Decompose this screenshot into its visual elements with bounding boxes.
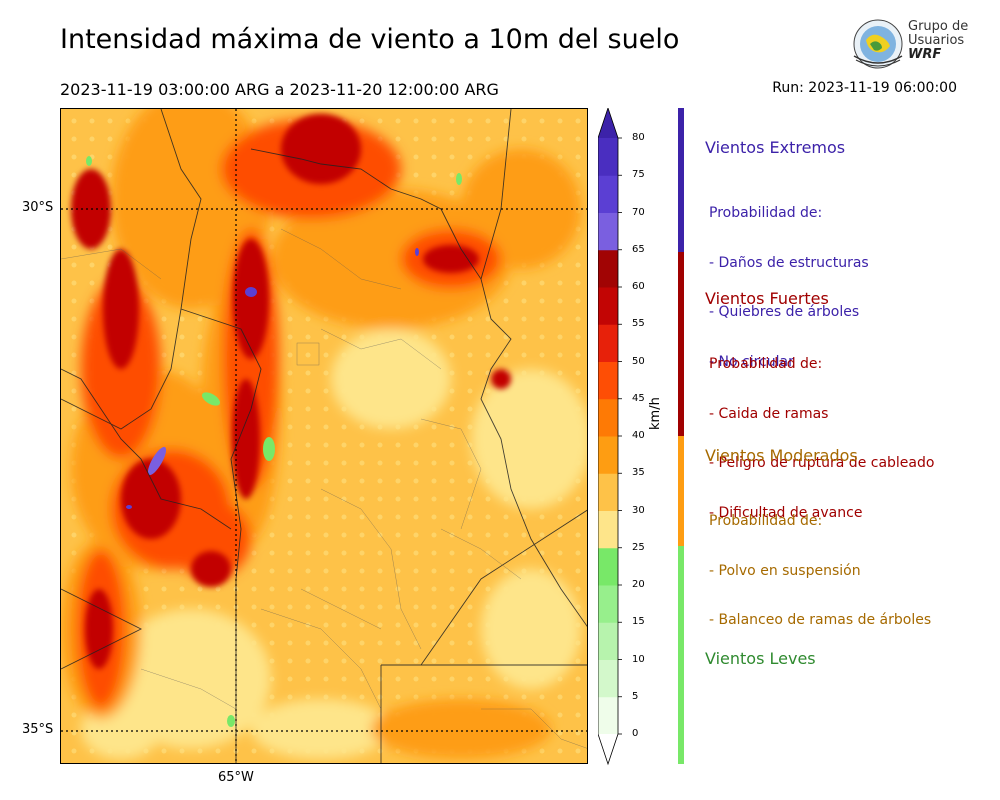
colorbar-tick-label: 35 xyxy=(632,467,645,479)
category-body-extreme: Probabilidad de: - Daños de estructuras … xyxy=(709,172,869,387)
colorbar-tick-label: 15 xyxy=(632,616,645,628)
colorbar-band xyxy=(598,473,618,511)
colorbar-band xyxy=(598,659,618,698)
colorbar-band xyxy=(598,361,618,400)
colorbar-tick-label: 20 xyxy=(632,579,645,590)
colorbar-band xyxy=(598,249,618,288)
colorbar-tick-label: 40 xyxy=(632,430,645,441)
lon-label-65w: 65°W xyxy=(218,770,254,785)
colorbar-tick-label: 75 xyxy=(632,169,645,181)
category-title-moderate: Vientos Moderados xyxy=(705,446,858,465)
category-line: - Peligro de ruptura de cableado xyxy=(709,455,935,471)
colorbar-tick-label: 70 xyxy=(632,206,645,218)
colorbar-band xyxy=(598,585,618,623)
category-line: - Polvo en suspensión xyxy=(709,562,861,579)
category-line: Probabilidad de: xyxy=(709,356,823,372)
category-body-moderate: Probabilidad de: - Polvo en suspensión -… xyxy=(709,480,931,645)
category-title-light: Vientos Leves xyxy=(705,649,816,668)
colorbar-tick-label: 50 xyxy=(632,355,645,367)
colorbar-tick-label: 10 xyxy=(632,653,645,665)
lat-label-30s: 30°S xyxy=(22,200,54,215)
colorbar-band xyxy=(598,212,618,251)
colorbar-band xyxy=(598,510,618,549)
wind-speed-colorbar xyxy=(597,106,628,768)
colorbar-tick-label: 0 xyxy=(632,728,639,739)
category-line: - Dificultad de avance xyxy=(709,504,863,521)
colorbar-band xyxy=(598,622,618,660)
category-bar-moderate xyxy=(678,436,684,546)
category-bar-light xyxy=(678,546,684,764)
colorbar-band xyxy=(598,324,618,362)
globe-logo-icon xyxy=(853,19,903,69)
category-title-strong: Vientos Fuertes xyxy=(705,289,829,308)
category-bar-strong xyxy=(678,252,684,436)
logo-line-2: Usuarios xyxy=(908,33,965,48)
category-line: Probabilidad de: xyxy=(709,513,823,529)
category-line: - Caida de ramas xyxy=(709,405,829,422)
colorbar-tick-label: 30 xyxy=(632,504,645,516)
colorbar-band xyxy=(598,398,618,437)
logo-line-1: Grupo de xyxy=(908,19,969,34)
category-body-strong: Probabilidad de: - Caida de ramas - Peli… xyxy=(709,323,934,538)
wind-intensity-map xyxy=(60,108,588,764)
category-title-extreme: Vientos Extremos xyxy=(705,138,846,157)
category-line: - Balanceo de ramas de árboles xyxy=(709,612,932,628)
colorbar-min-extension xyxy=(598,734,618,764)
colorbar-band xyxy=(598,436,618,474)
logo-text: Grupo de Usuarios WRF xyxy=(908,20,968,62)
colorbar-unit: km/h xyxy=(648,397,663,430)
colorbar-band xyxy=(598,287,618,325)
grupo-usuarios-wrf-logo xyxy=(848,16,968,74)
colorbar-tick-label: 55 xyxy=(632,318,645,330)
colorbar-band xyxy=(598,138,618,176)
colorbar-tick-label: 60 xyxy=(632,281,645,292)
colorbar-tick-label: 25 xyxy=(632,541,645,553)
colorbar-tick-label: 5 xyxy=(632,690,639,702)
colorbar-tick-label: 65 xyxy=(632,243,645,255)
colorbar-band xyxy=(598,696,618,735)
colorbar-max-extension xyxy=(598,108,618,138)
lat-label-35s: 35°S xyxy=(22,722,54,737)
category-line: - Daños de estructuras xyxy=(709,254,869,271)
category-bar-extreme xyxy=(678,108,684,252)
forecast-period: 2023-11-19 03:00:00 ARG a 2023-11-20 12:… xyxy=(60,80,499,99)
colorbar-tick-label: 45 xyxy=(632,392,645,404)
logo-line-3: WRF xyxy=(908,47,942,62)
category-line: - Quiebres de árboles xyxy=(709,304,860,320)
map-title: Intensidad máxima de viento a 10m del su… xyxy=(60,24,680,55)
colorbar-band xyxy=(598,175,618,213)
run-timestamp: Run: 2023-11-19 06:00:00 xyxy=(772,80,957,96)
category-line: - No circular xyxy=(709,353,794,370)
colorbar-band xyxy=(598,547,618,586)
category-line: Probabilidad de: xyxy=(709,205,823,221)
colorbar-tick-label: 80 xyxy=(632,132,645,143)
